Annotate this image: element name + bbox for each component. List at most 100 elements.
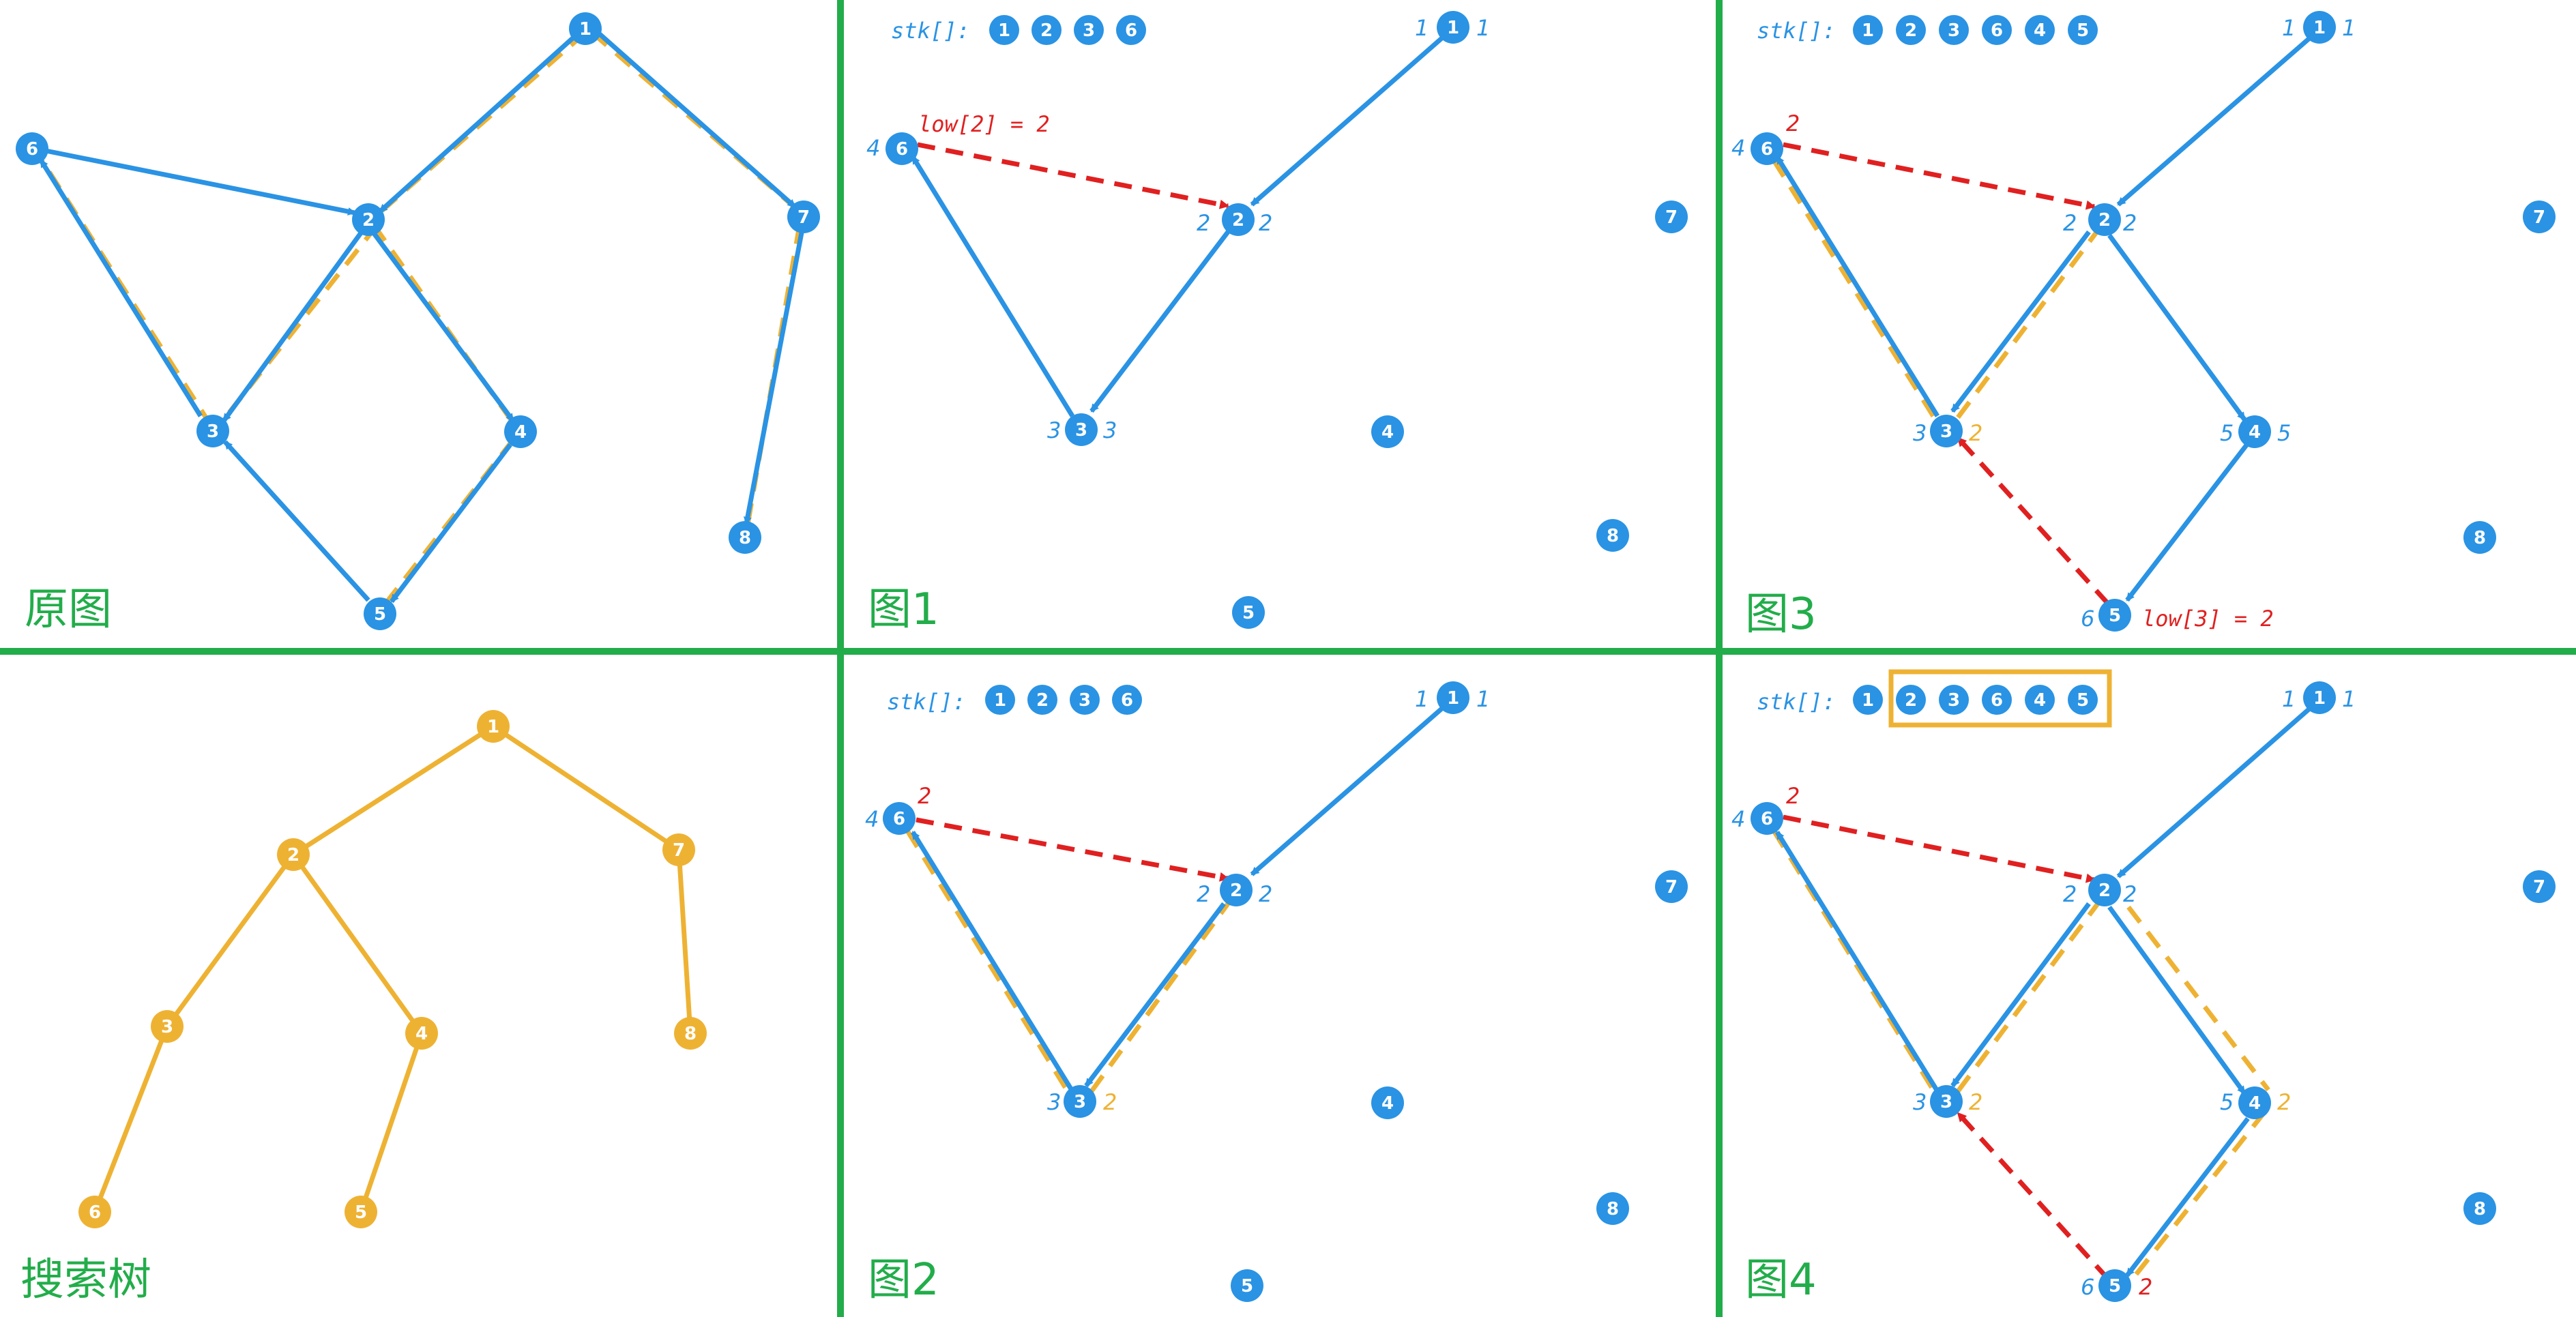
node-6 — [1982, 15, 2012, 45]
svg-text:2: 2 — [1197, 210, 1210, 236]
node-2 — [1027, 685, 1057, 715]
node-label-7: 7 — [673, 840, 685, 861]
node-4 — [2025, 685, 2055, 715]
node-label-5: 5 — [2077, 20, 2089, 41]
node-label-2: 2 — [1905, 690, 1917, 711]
node-label-3: 3 — [207, 421, 219, 442]
node-label-1: 1 — [998, 20, 1010, 41]
svg-text:3: 3 — [1047, 417, 1061, 443]
node-1 — [1437, 11, 1469, 44]
node-label-3: 3 — [1075, 420, 1087, 441]
node-2 — [352, 203, 385, 236]
node-label-8: 8 — [1607, 1199, 1619, 1219]
node-label-4: 4 — [1381, 1093, 1394, 1114]
node-label-1: 1 — [1862, 20, 1874, 41]
node-7 — [662, 833, 695, 866]
node-8 — [674, 1017, 707, 1050]
svg-text:4: 4 — [1731, 135, 1745, 161]
node-label-4: 4 — [415, 1024, 428, 1044]
svg-text:2: 2 — [1259, 210, 1272, 236]
svg-text:2: 2 — [1103, 1089, 1117, 1115]
node-1 — [989, 15, 1019, 45]
node-3 — [1074, 15, 1104, 45]
node-label-7: 7 — [797, 207, 810, 228]
node-label-2: 2 — [2098, 881, 2111, 901]
node-label-6: 6 — [89, 1202, 101, 1223]
svg-text:1: 1 — [1476, 686, 1490, 712]
node-3 — [1930, 1085, 1963, 1118]
panel-title-fig4: 图4 — [1745, 1255, 1817, 1305]
node-5 — [1231, 1269, 1263, 1302]
svg-text:2: 2 — [1259, 881, 1272, 907]
node-label-2: 2 — [287, 845, 299, 865]
node-8 — [729, 521, 761, 554]
svg-text:2: 2 — [2063, 210, 2077, 236]
node-1 — [569, 12, 602, 45]
node-label-5: 5 — [374, 604, 386, 625]
node-label-4: 4 — [2249, 1093, 2261, 1114]
node-label-2: 2 — [1036, 690, 1049, 711]
node-2 — [2088, 874, 2121, 906]
node-4 — [1371, 1086, 1404, 1119]
svg-text:5: 5 — [2220, 420, 2234, 446]
node-1 — [477, 710, 510, 743]
node-5 — [2068, 685, 2098, 715]
node-8 — [2463, 521, 2496, 554]
svg-text:3: 3 — [1913, 420, 1927, 446]
svg-text:2: 2 — [1969, 420, 1982, 446]
node-label-2: 2 — [1905, 20, 1917, 41]
svg-text:2: 2 — [2063, 881, 2077, 907]
panel-search-tree: 1 2 3 4 5 6 7 8 搜索树 — [20, 710, 707, 1305]
stack-label-fig2: stk[]: — [887, 689, 966, 715]
low-annotation-fig1: low[2] = 2 — [918, 111, 1050, 137]
node-5 — [2098, 1269, 2131, 1302]
panel-title-fig3: 图3 — [1745, 589, 1817, 640]
node-4 — [1371, 415, 1404, 448]
svg-text:2: 2 — [1786, 783, 1800, 809]
svg-text:2: 2 — [2277, 1089, 2291, 1115]
svg-text:2: 2 — [1969, 1089, 1982, 1115]
svg-text:6: 6 — [2081, 606, 2094, 632]
svg-text:3: 3 — [1913, 1089, 1927, 1115]
node-2 — [1031, 15, 1062, 45]
svg-text:1: 1 — [2282, 15, 2296, 41]
svg-text:1: 1 — [2342, 15, 2356, 41]
node-4 — [2238, 1086, 2271, 1119]
node-8 — [1596, 1192, 1629, 1225]
node-label-3: 3 — [1948, 690, 1960, 711]
node-label-6: 6 — [896, 139, 908, 160]
node-5 — [1232, 596, 1265, 629]
node-label-6: 6 — [1121, 690, 1133, 711]
node-label-5: 5 — [2109, 1276, 2121, 1297]
node-label-4: 4 — [1381, 422, 1394, 443]
node-2 — [2088, 203, 2121, 236]
node-3 — [1939, 685, 1969, 715]
node-3 — [1070, 685, 1100, 715]
svg-text:2: 2 — [918, 783, 931, 809]
node-label-7: 7 — [2533, 877, 2545, 898]
node-7 — [1655, 870, 1688, 903]
node-label-8: 8 — [2474, 1199, 2486, 1219]
node-2 — [277, 838, 310, 871]
node-label-3: 3 — [161, 1017, 173, 1037]
node-5 — [2068, 15, 2098, 45]
node-label-3: 3 — [1940, 421, 1952, 442]
node-6 — [1751, 802, 1783, 835]
node-7 — [787, 201, 820, 233]
svg-text:5: 5 — [2277, 420, 2291, 446]
node-6 — [883, 802, 916, 835]
node-label-2: 2 — [362, 210, 375, 231]
svg-text:2: 2 — [2123, 210, 2137, 236]
svg-text:4: 4 — [865, 806, 879, 832]
node-label-1: 1 — [1862, 690, 1874, 711]
node-1 — [985, 685, 1015, 715]
node-1 — [1437, 681, 1469, 714]
svg-text:3: 3 — [1047, 1089, 1061, 1115]
svg-text:4: 4 — [1731, 806, 1745, 832]
node-label-7: 7 — [2533, 207, 2545, 228]
node-label-4: 4 — [2034, 690, 2046, 711]
